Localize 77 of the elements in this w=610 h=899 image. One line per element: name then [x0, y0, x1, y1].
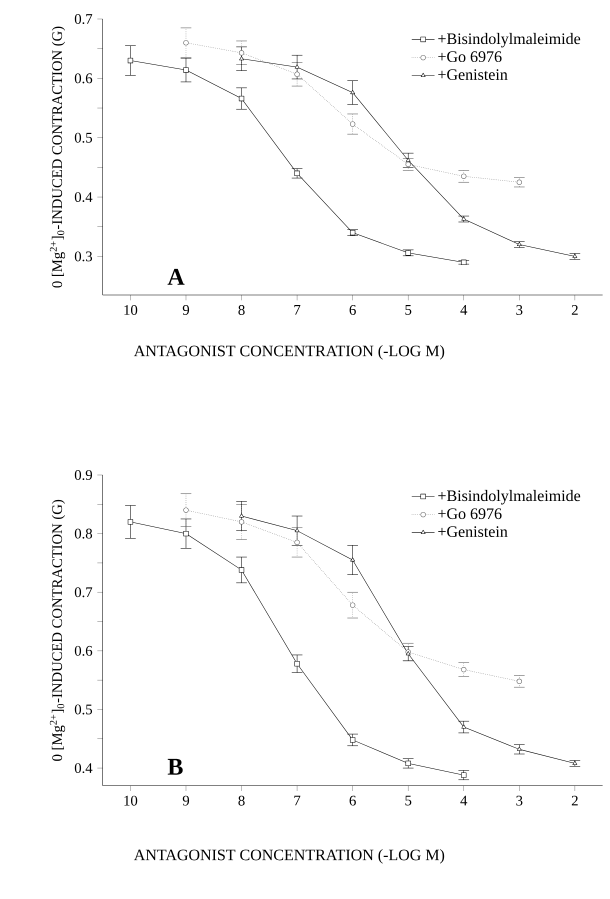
- point: [183, 40, 189, 46]
- legend-label: +Bisindolylmaleimide: [438, 490, 580, 504]
- point: [350, 602, 356, 608]
- x-tick-label: 5: [405, 305, 412, 315]
- x-tick-label: 3: [516, 796, 522, 806]
- x-tick-label: 10: [124, 305, 138, 315]
- point: [294, 72, 300, 77]
- point: [238, 567, 244, 573]
- point: [461, 666, 466, 672]
- y-tick-label: 0.6: [74, 73, 92, 84]
- point: [516, 746, 522, 751]
- x-tick-label: 4: [460, 796, 468, 806]
- x-tick-label: 2: [572, 305, 578, 315]
- point: [406, 158, 411, 162]
- y-axis-title: 0 [Mg$^{2+}$]$_{0}$-INDUCED CONTRACTION (G): [50, 26, 66, 288]
- annotation: A: [168, 268, 185, 285]
- x-tick-label: 7: [294, 796, 300, 806]
- point: [294, 540, 300, 546]
- point: [128, 519, 134, 525]
- point: [183, 67, 189, 73]
- point: [238, 519, 244, 525]
- point: [294, 661, 300, 666]
- y-tick-label: 0.5: [74, 132, 92, 143]
- y-tick-label: 0.8: [74, 528, 92, 539]
- x-tick-label: 2: [572, 796, 578, 806]
- x-tick-label: 8: [238, 796, 245, 806]
- y-tick-label: 0.4: [74, 192, 92, 202]
- point: [461, 260, 466, 266]
- x-tick-label: 8: [238, 305, 245, 315]
- legend-label: +Bisindolylmaleimide: [438, 32, 580, 48]
- point: [350, 737, 356, 743]
- y-tick-label: 0.6: [74, 646, 92, 656]
- x-axis-title: ANTAGONIST CONCENTRATION (-LOG M): [134, 849, 444, 864]
- legend-label: +Genistein: [438, 69, 508, 80]
- y-tick-label: 0.7: [74, 14, 92, 24]
- y-axis-title: 0 [Mg$^{2+}$]$_{0}$-INDUCED CONTRACTION (G): [50, 500, 66, 761]
- point: [516, 678, 522, 684]
- x-axis-title: ANTAGONIST CONCENTRATION (-LOG M): [134, 345, 444, 360]
- legend-label: +Go 6976: [438, 508, 502, 520]
- point: [516, 242, 522, 246]
- point: [128, 58, 134, 64]
- y-tick-label: 0.5: [74, 704, 92, 714]
- point: [183, 530, 189, 536]
- x-tick-label: 6: [350, 796, 356, 806]
- y-tick-label: 0.3: [74, 251, 92, 262]
- x-tick-label: 9: [182, 305, 190, 315]
- x-tick-label: 6: [350, 305, 356, 315]
- point: [350, 121, 356, 127]
- x-tick-label: 9: [182, 796, 190, 806]
- point: [238, 50, 244, 56]
- point: [350, 557, 355, 562]
- point: [239, 56, 244, 60]
- point: [350, 90, 355, 94]
- y-tick-label: 0.7: [74, 587, 92, 598]
- point: [294, 528, 300, 532]
- point: [238, 96, 244, 102]
- x-tick-label: 5: [405, 796, 412, 806]
- point: [239, 513, 244, 518]
- legend-label: +Go 6976: [438, 51, 502, 62]
- point: [350, 230, 356, 236]
- y-tick-label: 0.4: [74, 763, 92, 774]
- y-tick-label: 0.9: [74, 470, 92, 480]
- legend-label: +Genistein: [438, 526, 508, 538]
- point: [406, 760, 411, 766]
- annotation: B: [168, 758, 183, 775]
- point: [294, 64, 300, 69]
- x-tick-label: 10: [124, 796, 138, 806]
- point: [406, 250, 411, 256]
- x-tick-label: 7: [294, 305, 300, 315]
- point: [183, 507, 189, 513]
- point: [461, 216, 466, 220]
- x-tick-label: 4: [460, 305, 468, 315]
- point: [461, 724, 466, 729]
- x-tick-label: 3: [516, 305, 522, 315]
- point: [516, 180, 522, 185]
- point: [294, 170, 300, 176]
- point: [461, 174, 466, 179]
